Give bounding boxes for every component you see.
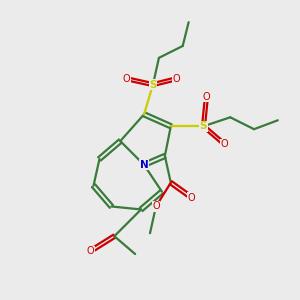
Text: O: O bbox=[87, 246, 94, 256]
Text: O: O bbox=[173, 74, 181, 84]
Text: S: S bbox=[149, 80, 157, 90]
Text: S: S bbox=[200, 121, 207, 131]
Text: N: N bbox=[140, 160, 148, 170]
Text: O: O bbox=[203, 92, 210, 101]
Text: O: O bbox=[122, 74, 130, 84]
Text: O: O bbox=[220, 139, 228, 149]
Text: O: O bbox=[152, 202, 160, 212]
Text: O: O bbox=[188, 193, 195, 202]
